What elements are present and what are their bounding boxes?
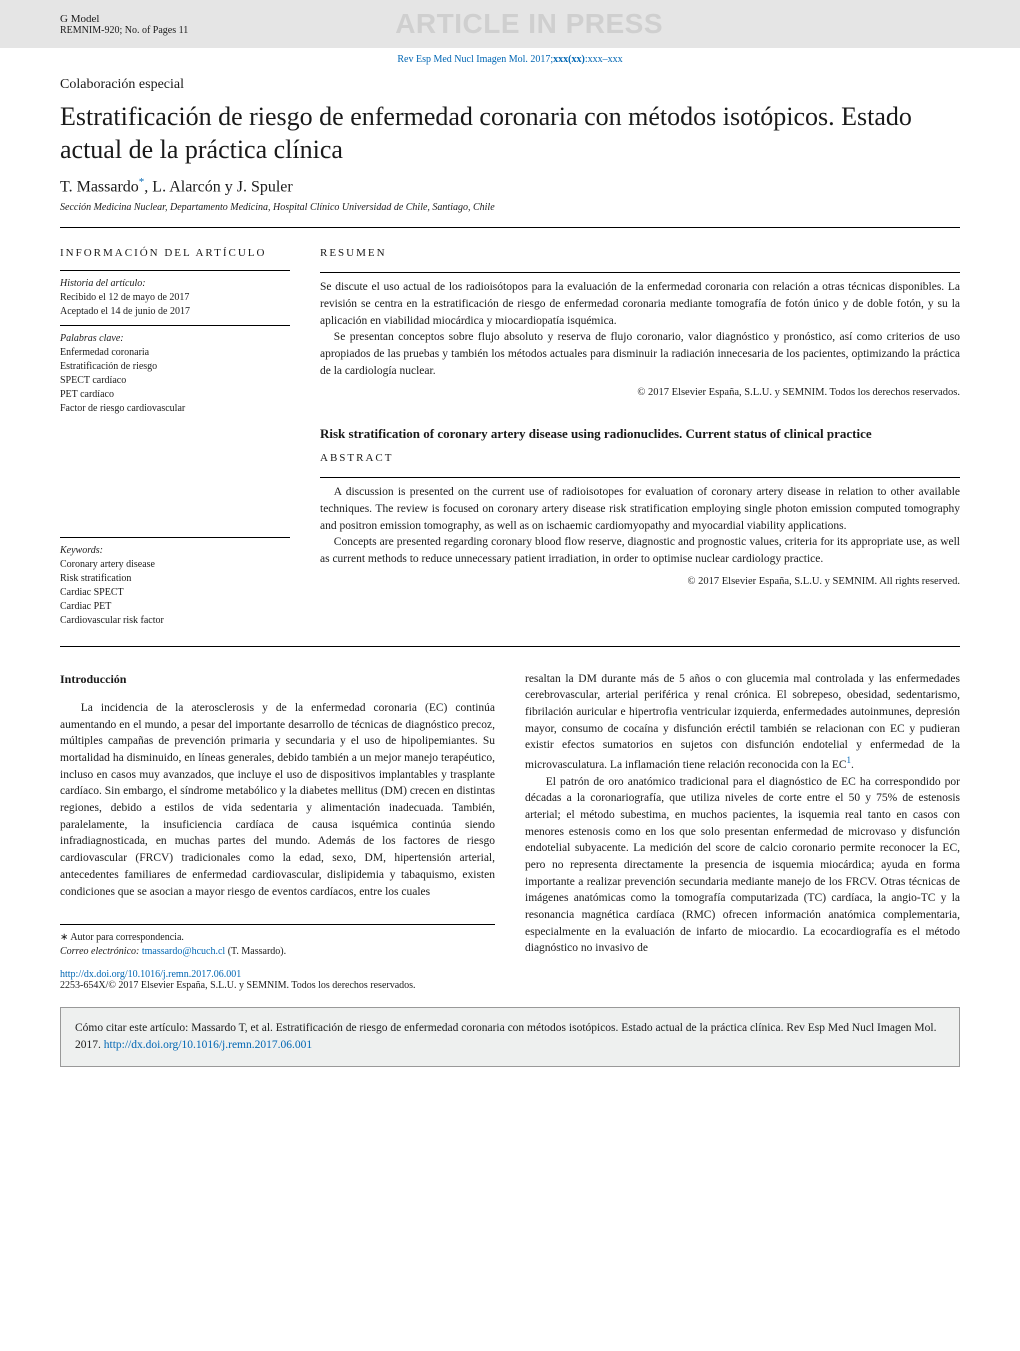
journal-prefix: Rev Esp Med Nucl Imagen Mol. 2017; [397, 54, 553, 65]
received-date: Recibido el 12 de mayo de 2017 [60, 291, 290, 305]
email-label: Correo electrónico: [60, 946, 139, 957]
doi-link[interactable]: http://dx.doi.org/10.1016/j.remn.2017.06… [60, 969, 241, 980]
info-divider-3 [60, 537, 290, 538]
resumen-p1: Se discute el uso actual de los radioisó… [320, 279, 960, 329]
accepted-date: Aceptado el 14 de junio de 2017 [60, 305, 290, 319]
palabra-item: Enfermedad coronaria [60, 346, 290, 360]
info-heading: INFORMACIÓN DEL ARTÍCULO [60, 246, 290, 261]
keyword-item: Risk stratification [60, 572, 290, 586]
authors-rest: , L. Alarcón y J. Spuler [144, 178, 292, 195]
affiliation: Sección Medicina Nuclear, Departamento M… [60, 202, 960, 213]
palabra-item: Factor de riesgo cardiovascular [60, 402, 290, 416]
cite-inner: Cómo citar este artículo: Massardo T, et… [60, 1007, 960, 1066]
intro-p2-text: resaltan la DM durante más de 5 años o c… [525, 673, 960, 771]
keyword-item: Cardiovascular risk factor [60, 614, 290, 628]
keyword-item: Cardiac SPECT [60, 586, 290, 600]
resumen-divider [320, 272, 960, 273]
gmodel-block: G Model REMNIM-920; No. of Pages 11 [60, 13, 188, 36]
resumen-p2: Se presentan conceptos sobre flujo absol… [320, 329, 960, 379]
cite-doi-link[interactable]: http://dx.doi.org/10.1016/j.remn.2017.06… [104, 1039, 312, 1051]
intro-p2: resaltan la DM durante más de 5 años o c… [525, 671, 960, 774]
corr-asterisk: ∗ [60, 932, 70, 943]
cite-box: Cómo citar este artículo: Massardo T, et… [0, 1007, 1020, 1066]
header-bar: G Model REMNIM-920; No. of Pages 11 ARTI… [0, 0, 1020, 48]
abstract-p1: A discussion is presented on the current… [320, 484, 960, 534]
abstract-divider [320, 477, 960, 478]
intro-p2-end: . [851, 759, 854, 771]
keywords-label: Keywords: [60, 544, 290, 558]
info-divider-1 [60, 270, 290, 271]
keyword-item: Cardiac PET [60, 600, 290, 614]
issn-line: 2253-654X/© 2017 Elsevier España, S.L.U.… [60, 980, 960, 991]
article-title: Estratificación de riesgo de enfermedad … [60, 101, 960, 166]
abstract-block: INFORMACIÓN DEL ARTÍCULO Historia del ar… [60, 228, 960, 645]
author-1: T. Massardo [60, 178, 139, 195]
intro-p1: La incidencia de la aterosclerosis y de … [60, 700, 495, 900]
history-label: Historia del artículo: [60, 277, 290, 291]
journal-pages: :xxx–xxx [585, 54, 623, 65]
authors: T. Massardo*, L. Alarcón y J. Spuler [60, 176, 960, 196]
abstract-heading: ABSTRACT [320, 451, 960, 467]
palabra-item: PET cardíaco [60, 388, 290, 402]
corr-label: Autor para correspondencia. [70, 932, 184, 943]
article-info-col: INFORMACIÓN DEL ARTÍCULO Historia del ar… [60, 246, 290, 627]
abstract-col: RESUMEN Se discute el uso actual de los … [320, 246, 960, 627]
palabra-item: SPECT cardíaco [60, 374, 290, 388]
resumen-heading: RESUMEN [320, 246, 960, 262]
info-divider-2 [60, 325, 290, 326]
abstract-copyright: © 2017 Elsevier España, S.L.U. y SEMNIM.… [320, 574, 960, 589]
intro-p3: El patrón de oro anatómico tradicional p… [525, 774, 960, 957]
resumen-copyright: © 2017 Elsevier España, S.L.U. y SEMNIM.… [320, 385, 960, 400]
body-section: Introducción La incidencia de la aterosc… [60, 647, 960, 959]
intro-heading: Introducción [60, 671, 495, 688]
body-columns: Introducción La incidencia de la aterosc… [60, 671, 960, 959]
doi-block: http://dx.doi.org/10.1016/j.remn.2017.06… [60, 969, 960, 991]
footnote-block: ∗ Autor para correspondencia. Correo ele… [60, 924, 495, 959]
section-type: Colaboración especial [60, 77, 960, 93]
palabra-item: Estratificación de riesgo [60, 360, 290, 374]
en-title: Risk stratification of coronary artery d… [320, 425, 960, 444]
journal-line: Rev Esp Med Nucl Imagen Mol. 2017;xxx(xx… [60, 48, 960, 77]
email-link[interactable]: tmassardo@hcuch.cl [142, 946, 225, 957]
article-in-press: ARTICLE IN PRESS [395, 8, 663, 40]
journal-link[interactable]: Rev Esp Med Nucl Imagen Mol. 2017;xxx(xx… [397, 54, 622, 65]
abstract-p2: Concepts are presented regarding coronar… [320, 534, 960, 567]
keyword-item: Coronary artery disease [60, 558, 290, 572]
palabras-label: Palabras clave: [60, 332, 290, 346]
gmodel-line2: REMNIM-920; No. of Pages 11 [60, 25, 188, 36]
journal-issue: xxx(xx) [553, 54, 585, 65]
gmodel-line1: G Model [60, 13, 188, 25]
email-suffix: (T. Massardo). [228, 946, 286, 957]
